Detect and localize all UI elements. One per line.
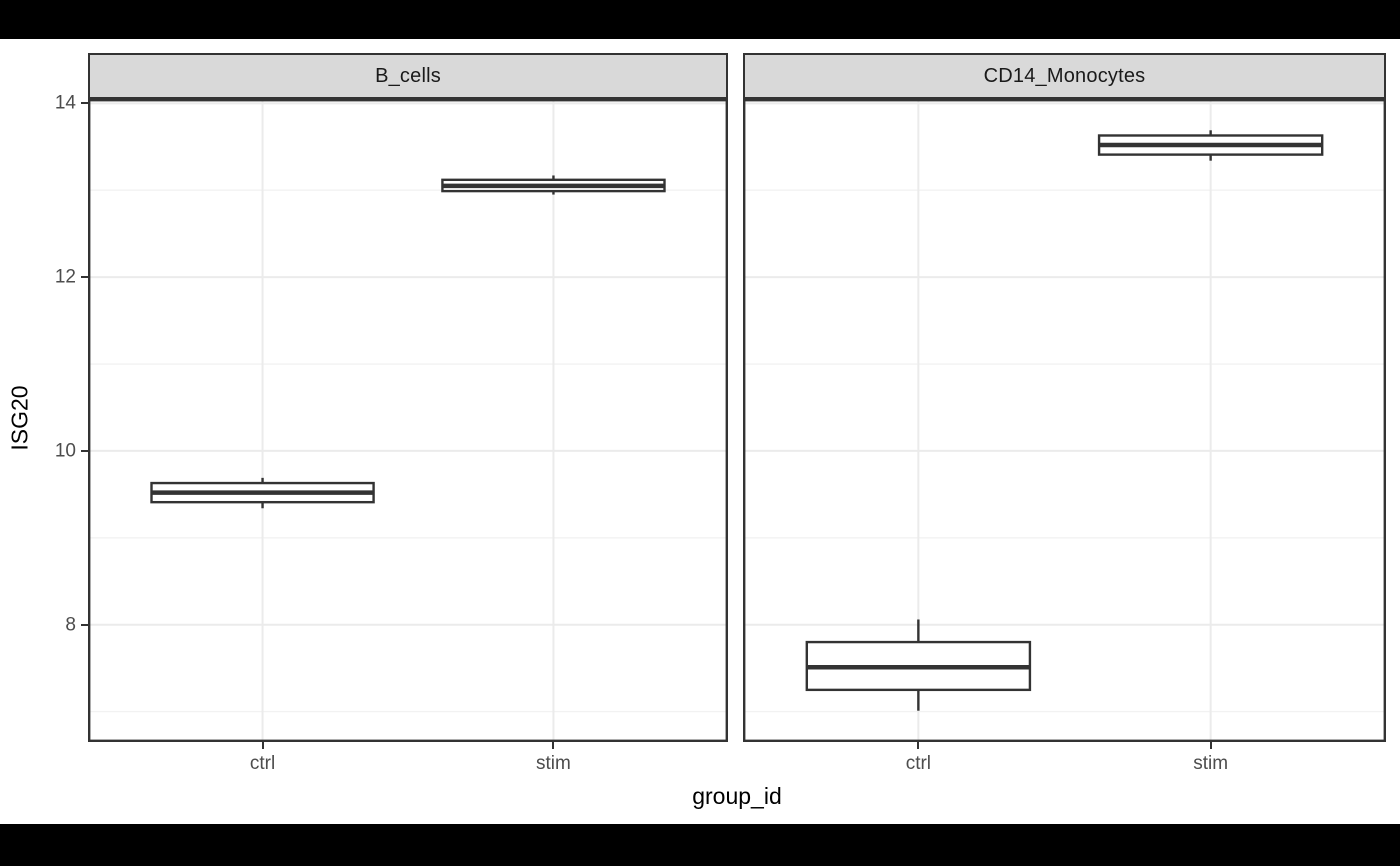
- facet-strip: CD14_Monocytes: [743, 53, 1386, 99]
- x-axis-tick-mark: [1209, 742, 1212, 749]
- x-axis-tick-mark: [261, 742, 264, 749]
- facet-strip-label: B_cells: [375, 64, 441, 87]
- y-axis-tick-label: 14: [54, 92, 76, 114]
- y-axis-tick-mark: [81, 449, 88, 452]
- facet-strip-label: CD14_Monocytes: [983, 64, 1146, 87]
- y-axis-tick-label: 10: [54, 440, 76, 462]
- facet-panel: [743, 99, 1386, 742]
- boxplot-CD14_Monocytes-stim: [1097, 130, 1324, 161]
- x-axis-tick-label: stim: [536, 753, 571, 774]
- boxplot-B_cells-ctrl: [150, 477, 375, 509]
- y-axis-tick-label: 8: [65, 614, 76, 636]
- x-axis-tick-mark: [552, 742, 555, 749]
- boxplot-B_cells-stim: [441, 175, 666, 195]
- y-axis-tick-label: 12: [54, 266, 76, 288]
- y-axis-tick-mark: [81, 623, 88, 626]
- facet-panel: [88, 99, 728, 742]
- x-axis-tick-label: stim: [1193, 753, 1229, 774]
- letterbox-bottom-bar: [0, 824, 1400, 866]
- x-axis-tick-mark: [917, 742, 920, 749]
- x-axis-tick-label: ctrl: [905, 753, 932, 774]
- facet-strip: B_cells: [88, 53, 728, 99]
- x-axis-title: group_id: [692, 783, 782, 809]
- y-axis-tick-mark: [81, 276, 88, 279]
- x-axis-tick-label: ctrl: [249, 753, 276, 774]
- boxplot-CD14_Monocytes-ctrl: [805, 619, 1032, 711]
- letterbox-top-bar: [0, 0, 1400, 39]
- y-axis-tick-mark: [81, 102, 88, 105]
